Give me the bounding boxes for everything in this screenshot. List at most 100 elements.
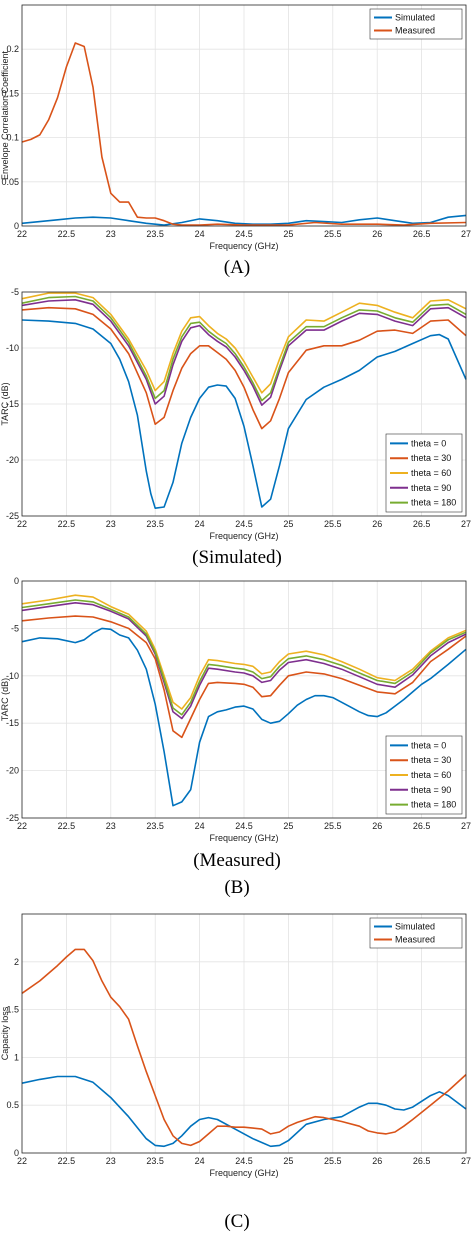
legend-label: theta = 90 — [411, 483, 451, 493]
y-tick-label: -20 — [6, 766, 19, 776]
legend-box — [369, 917, 463, 949]
legend-label: theta = 30 — [411, 755, 451, 765]
y-tick-label: 0 — [14, 221, 19, 231]
x-axis-label: Frequency (GHz) — [209, 1168, 278, 1178]
x-tick-label: 24.5 — [235, 1156, 253, 1166]
plot-frame — [21, 291, 467, 517]
x-tick-label: 25 — [283, 1156, 293, 1166]
caption-a: (A) — [224, 257, 250, 278]
caption-b: (B) — [224, 877, 249, 898]
x-tick-label: 27 — [461, 229, 471, 239]
legend-label: theta = 0 — [411, 438, 446, 448]
series-line-theta-0 — [21, 319, 467, 509]
legend-label: theta = 90 — [411, 785, 451, 795]
x-tick-label: 26.5 — [413, 821, 431, 831]
x-tick-label: 22 — [17, 1156, 27, 1166]
series-line-simulated — [21, 1075, 467, 1148]
x-tick-label: 25.5 — [324, 519, 342, 529]
legend-label: theta = 180 — [411, 800, 456, 810]
y-tick-label: 2 — [14, 957, 19, 967]
tarc-simulated-chart: 22 22.5 23 23.5 24 24.5 25 25.5 26 26.5 27 -5 -10 -15… — [0, 287, 471, 541]
x-tick-label: 25.5 — [324, 1156, 342, 1166]
legend: theta = 0 theta = 30 theta = 60 theta = 90 t… — [385, 735, 463, 815]
series-line-theta-90 — [21, 299, 467, 406]
y-tick-label: 0 — [14, 576, 19, 586]
caption-c: (C) — [224, 1211, 249, 1232]
x-tick-label: 23.5 — [146, 821, 164, 831]
legend: Simulated Measured — [369, 917, 463, 949]
x-tick-label: 24.5 — [235, 229, 253, 239]
y-axis-label: Envelope Correlation Coefficient — [0, 51, 10, 180]
caption-measured: (Measured) — [193, 850, 281, 871]
series-line-theta-90 — [21, 602, 467, 720]
legend-label: Simulated — [395, 922, 435, 932]
y-axis-label: TARC (dB) — [0, 382, 10, 425]
legend-box — [369, 8, 463, 40]
y-tick-label: -15 — [6, 718, 19, 728]
legend-label: theta = 30 — [411, 453, 451, 463]
x-tick-label: 26 — [372, 821, 382, 831]
x-tick-label: 22.5 — [58, 1156, 76, 1166]
x-tick-label: 22.5 — [58, 519, 76, 529]
x-tick-label: 22 — [17, 229, 27, 239]
y-tick-label: 0.2 — [6, 44, 19, 54]
series-line-theta-180 — [21, 295, 467, 402]
plot-frame — [21, 580, 467, 819]
x-tick-label: 23.5 — [146, 519, 164, 529]
x-tick-label: 24.5 — [235, 821, 253, 831]
tarc-measured-chart: 22 22.5 23 23.5 24 24.5 25 25.5 26 26.5 27 0 -5 -10 -1… — [0, 576, 471, 843]
legend: theta = 0 theta = 30 theta = 60 theta = 90 t… — [385, 433, 463, 513]
x-tick-label: 24.5 — [235, 519, 253, 529]
legend-label: Measured — [395, 26, 435, 36]
legend-label: theta = 180 — [411, 498, 456, 508]
legend-label: Simulated — [395, 13, 435, 23]
x-tick-label: 24 — [195, 1156, 205, 1166]
y-tick-label: 0.15 — [1, 88, 19, 98]
x-tick-label: 24 — [195, 821, 205, 831]
x-tick-label: 23 — [106, 229, 116, 239]
y-tick-label: 0.05 — [1, 177, 19, 187]
caption-simulated: (Simulated) — [192, 547, 282, 568]
x-axis-label: Frequency (GHz) — [209, 833, 278, 843]
y-tick-label: -15 — [6, 399, 19, 409]
x-tick-label: 23.5 — [146, 229, 164, 239]
y-tick-label: -10 — [6, 343, 19, 353]
x-tick-label: 27 — [461, 519, 471, 529]
x-axis-label: Frequency (GHz) — [209, 241, 278, 251]
x-tick-label: 26.5 — [413, 1156, 431, 1166]
x-tick-label: 23.5 — [146, 1156, 164, 1166]
capacity-loss-chart: 22 22.5 23 23.5 24 24.5 25 25.5 26 26.5 27 0 0.5 1 1.5… — [0, 913, 471, 1178]
y-tick-label: 1 — [14, 1052, 19, 1062]
x-tick-label: 22.5 — [58, 821, 76, 831]
legend-label: theta = 60 — [411, 468, 451, 478]
x-tick-label: 22 — [17, 821, 27, 831]
x-tick-label: 25.5 — [324, 821, 342, 831]
x-tick-label: 26 — [372, 229, 382, 239]
x-tick-label: 25 — [283, 821, 293, 831]
y-axis-label: TARC (dB) — [0, 678, 10, 721]
series-line-theta-30 — [21, 615, 467, 739]
x-axis-label: Frequency (GHz) — [209, 531, 278, 541]
series-line-measured — [21, 948, 467, 1147]
legend-label: theta = 60 — [411, 770, 451, 780]
series-line-theta-30 — [21, 306, 467, 430]
x-tick-label: 26 — [372, 519, 382, 529]
x-tick-label: 25.5 — [324, 229, 342, 239]
legend: Simulated Measured — [369, 8, 463, 40]
x-tick-label: 24 — [195, 519, 205, 529]
y-tick-label: -20 — [6, 455, 19, 465]
series-line-theta-0 — [21, 627, 467, 807]
series-line-theta-180 — [21, 599, 467, 716]
x-tick-label: 23 — [106, 821, 116, 831]
y-tick-label: -10 — [6, 671, 19, 681]
x-tick-label: 26.5 — [413, 229, 431, 239]
y-tick-label: 1.5 — [6, 1005, 19, 1015]
y-tick-label: 0.5 — [6, 1100, 19, 1110]
y-tick-label: -25 — [6, 511, 19, 521]
y-tick-label: 0.1 — [6, 133, 19, 143]
series-line-theta-60 — [21, 594, 467, 710]
x-tick-label: 22 — [17, 519, 27, 529]
legend-label: theta = 0 — [411, 740, 446, 750]
x-tick-label: 26.5 — [413, 519, 431, 529]
